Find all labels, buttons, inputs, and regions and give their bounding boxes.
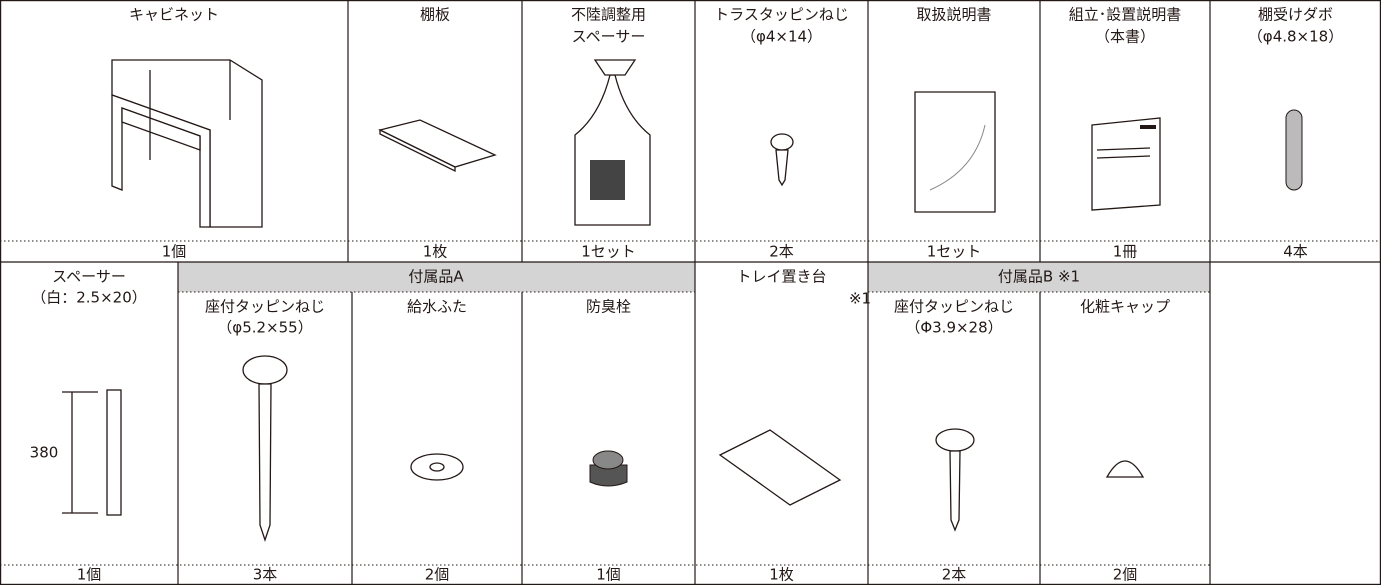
cell-text: トレイ置き台: [736, 268, 826, 286]
cell-text: 2個: [425, 566, 450, 584]
cell-text: 棚受けダボ: [1258, 6, 1333, 24]
cell-text: 1枚: [423, 243, 448, 261]
cell-text: 1個: [77, 566, 102, 584]
cell-text: 2本: [942, 566, 967, 584]
cell-text: 座付タッピンねじ: [894, 298, 1014, 316]
cell-text: 座付タッピンねじ: [205, 298, 325, 316]
cell-text: 給水ふた: [407, 298, 467, 316]
cell-text: 組立･設置説明書: [1069, 6, 1182, 24]
cell-text: スペーサー: [572, 28, 646, 46]
cell-text: 取扱説明書: [916, 6, 991, 24]
cell-text: 2個: [1113, 566, 1138, 584]
cell-text: （白：2.5×20）: [31, 289, 147, 307]
cell-text: 2本: [769, 243, 794, 261]
cell-text: トラスタッピンねじ: [714, 6, 849, 24]
cell-text: 1冊: [1113, 243, 1138, 261]
cell-text: 棚板: [420, 6, 450, 24]
illustrations: [62, 59, 1303, 543]
cell-text: 3本: [253, 566, 278, 584]
cell-text: （本書）: [1095, 28, 1155, 46]
cell-text: （Φ3.9×28）: [905, 319, 1002, 337]
cell-text: 1セット: [927, 243, 982, 261]
cell-text: 化粧キャップ: [1080, 298, 1170, 316]
cell-text: 付属品A: [408, 268, 464, 286]
cell-text: 不陸調整用: [571, 6, 646, 24]
cell-text: 1個: [596, 566, 621, 584]
cell-text: ※1: [849, 290, 871, 308]
group-header-bg: [868, 262, 1210, 292]
cell-text: 1セット: [581, 243, 636, 261]
cell-text: 1枚: [769, 566, 794, 584]
group-header-bg: [178, 262, 695, 292]
cell-text: 防臭栓: [586, 298, 631, 316]
cell-text: （φ4.8×18）: [1248, 28, 1343, 46]
cell-text: （φ5.2×55）: [217, 319, 312, 337]
cell-text: 付属品B ※1: [998, 268, 1080, 286]
cell-text: 1個: [162, 243, 187, 261]
cell-text: キャビネット: [129, 6, 219, 24]
cell-text: スペーサー: [52, 268, 126, 286]
cell-text: 380: [30, 444, 59, 462]
cell-text: （φ4×14）: [741, 28, 822, 46]
cell-text: 4本: [1283, 243, 1308, 261]
